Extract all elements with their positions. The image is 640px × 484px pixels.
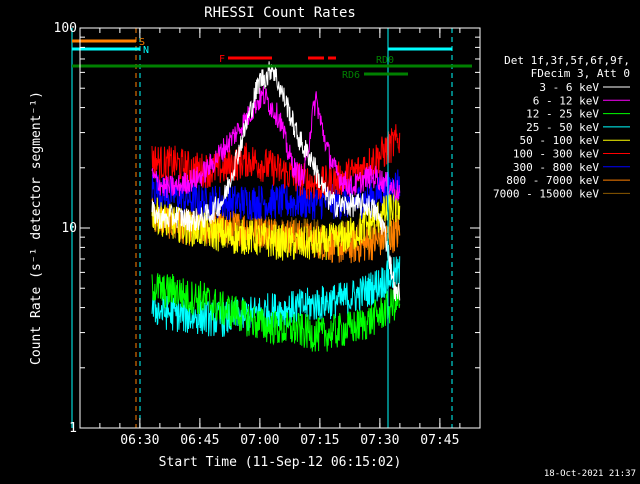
- series-line-3-6-kev: [151, 61, 401, 302]
- legend-entry-label: 7000 - 15000 keV: [493, 187, 599, 200]
- timestamp: 18-Oct-2021 21:37: [544, 469, 636, 479]
- legend-entry-label: 50 - 100 keV: [520, 134, 600, 147]
- legend-entry-label: 12 - 25 keV: [526, 108, 599, 121]
- y-axis-label: Count Rate (s⁻¹ detector segment⁻¹): [29, 91, 44, 365]
- series-group: [151, 61, 401, 352]
- x-tick-label: 07:45: [420, 433, 459, 448]
- x-tick-label: 07:00: [240, 433, 279, 448]
- legend-entry-label: 800 - 7000 keV: [506, 174, 599, 187]
- y-tick-label: 100: [54, 21, 77, 36]
- legend-entry-label: 3 - 6 keV: [539, 81, 599, 94]
- flag-bar-label-rd0: RD0: [376, 55, 394, 66]
- legend: Det 1f,3f,5f,6f,9f,FDecim 3, Att 03 - 6 …: [493, 54, 630, 200]
- series-line-6-12-kev: [151, 86, 401, 201]
- x-tick-label: 07:15: [300, 433, 339, 448]
- legend-entry-label: 25 - 50 keV: [526, 121, 599, 134]
- legend-header-line: Det 1f,3f,5f,6f,9f,: [504, 54, 630, 67]
- chart-title: RHESSI Count Rates: [204, 5, 356, 21]
- x-tick-label: 06:45: [180, 433, 219, 448]
- x-axis-label: Start Time (11-Sep-12 06:15:02): [159, 455, 402, 470]
- flag-bar-label-n: N: [143, 45, 149, 56]
- legend-entry-label: 6 - 12 keV: [533, 94, 600, 107]
- x-tick-label: 06:30: [120, 433, 159, 448]
- legend-entry-label: 300 - 800 keV: [513, 161, 599, 174]
- series-line-100-300-kev: [151, 124, 401, 200]
- legend-header-line: FDecim 3, Att 0: [531, 67, 630, 80]
- flag-bar-label-rd6: RD6: [342, 70, 360, 81]
- x-tick-label: 07:30: [360, 433, 399, 448]
- series-line-12-25-kev: [151, 273, 401, 352]
- legend-entry-label: 100 - 300 keV: [513, 148, 599, 161]
- plot-area: SN F RD0 RD6 1 10 100 06:30 06:45 07:00 07:15 07:30…: [54, 21, 481, 448]
- flag-bar-label-f: F: [219, 54, 225, 65]
- flag-bar-label-s: S: [139, 37, 145, 48]
- y-tick-label: 10: [61, 221, 77, 236]
- y-tick-label: 1: [69, 421, 77, 436]
